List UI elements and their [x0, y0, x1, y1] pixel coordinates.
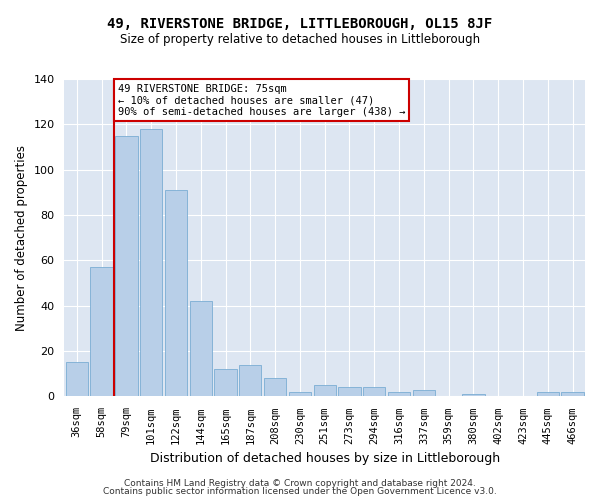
Bar — [239, 364, 262, 396]
Text: Contains HM Land Registry data © Crown copyright and database right 2024.: Contains HM Land Registry data © Crown c… — [124, 478, 476, 488]
Bar — [289, 392, 311, 396]
Bar — [115, 136, 137, 396]
Bar — [314, 385, 336, 396]
X-axis label: Distribution of detached houses by size in Littleborough: Distribution of detached houses by size … — [149, 452, 500, 465]
Bar — [562, 392, 584, 396]
Bar — [536, 392, 559, 396]
Bar — [65, 362, 88, 396]
Bar — [214, 369, 236, 396]
Bar — [462, 394, 485, 396]
Y-axis label: Number of detached properties: Number of detached properties — [15, 144, 28, 330]
Text: 49 RIVERSTONE BRIDGE: 75sqm
← 10% of detached houses are smaller (47)
90% of sem: 49 RIVERSTONE BRIDGE: 75sqm ← 10% of det… — [118, 84, 405, 116]
Text: Size of property relative to detached houses in Littleborough: Size of property relative to detached ho… — [120, 32, 480, 46]
Text: 49, RIVERSTONE BRIDGE, LITTLEBOROUGH, OL15 8JF: 49, RIVERSTONE BRIDGE, LITTLEBOROUGH, OL… — [107, 18, 493, 32]
Bar — [413, 390, 435, 396]
Bar — [165, 190, 187, 396]
Bar — [264, 378, 286, 396]
Bar — [140, 129, 163, 396]
Bar — [388, 392, 410, 396]
Bar — [338, 388, 361, 396]
Bar — [190, 301, 212, 396]
Bar — [91, 267, 113, 396]
Text: Contains public sector information licensed under the Open Government Licence v3: Contains public sector information licen… — [103, 487, 497, 496]
Bar — [363, 388, 385, 396]
